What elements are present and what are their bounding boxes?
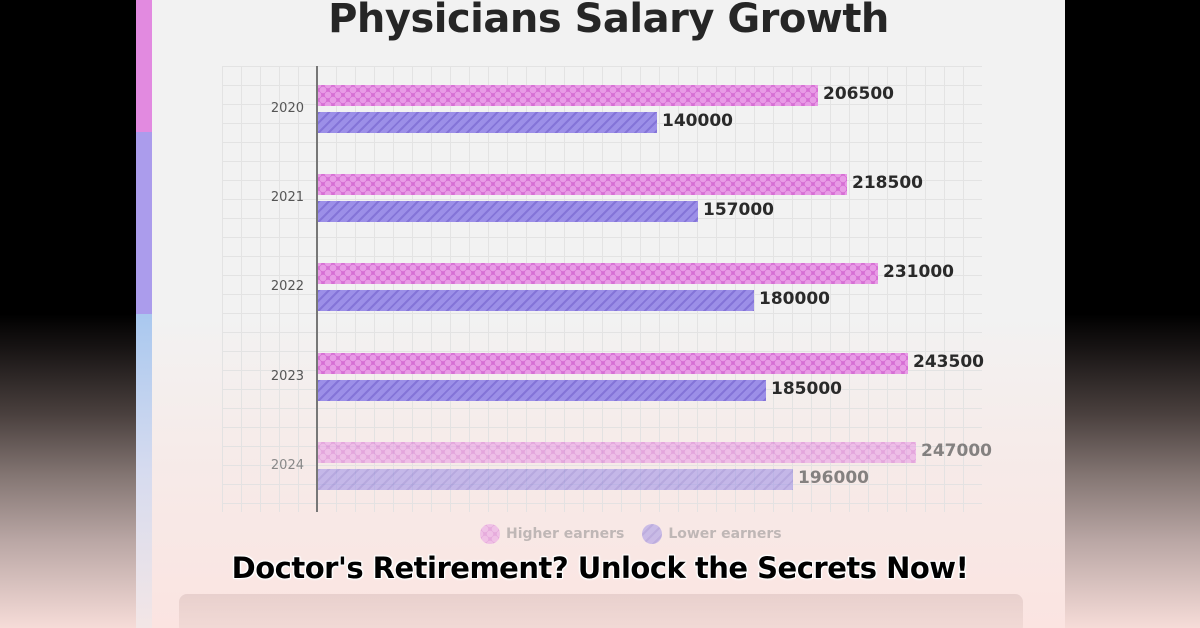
bar-higher-2023 — [318, 353, 908, 374]
chart-grid — [222, 66, 982, 512]
bar-lower-2022 — [318, 290, 754, 311]
bar-lower-2021 — [318, 201, 698, 222]
bar-lower-2023 — [318, 380, 766, 401]
bottom-panel — [179, 594, 1023, 628]
bar-higher-2021 — [318, 174, 847, 195]
headline-caption: Doctor's Retirement? Unlock the Secrets … — [231, 551, 969, 585]
legend-label: Higher earners — [506, 526, 625, 542]
value-label: 157000 — [703, 200, 774, 220]
value-label: 231000 — [883, 262, 954, 282]
value-label: 247000 — [921, 441, 992, 461]
bar-higher-2024 — [318, 442, 916, 463]
accent-stripe-purple — [136, 132, 152, 314]
bar-higher-2020 — [318, 85, 818, 106]
value-label: 206500 — [823, 84, 894, 104]
stripes-swatch-icon — [642, 524, 663, 544]
bar-lower-2020 — [318, 112, 657, 133]
legend-label: Lower earners — [668, 526, 782, 542]
legend-item-lower: Lower earners — [642, 524, 782, 544]
y-axis-line — [316, 66, 318, 512]
value-label: 196000 — [798, 468, 869, 488]
bar-higher-2022 — [318, 263, 878, 284]
y-tick-label: 2024 — [270, 458, 304, 473]
y-tick-label: 2023 — [270, 369, 304, 384]
accent-stripe-pink — [136, 0, 152, 132]
value-label: 218500 — [852, 173, 923, 193]
dots-swatch-icon — [480, 524, 500, 544]
value-label: 185000 — [771, 379, 842, 399]
y-tick-label: 2021 — [270, 190, 304, 205]
accent-stripe-blue — [136, 314, 152, 628]
y-tick-label: 2020 — [270, 101, 304, 116]
y-tick-label: 2022 — [270, 279, 304, 294]
value-label: 140000 — [662, 111, 733, 131]
chart-title: Physicians Salary Growth — [328, 0, 889, 42]
value-label: 243500 — [913, 352, 984, 372]
value-label: 180000 — [759, 289, 830, 309]
bar-lower-2024 — [318, 469, 793, 490]
legend-item-higher: Higher earners — [480, 524, 624, 544]
chart-legend: Higher earners Lower earners — [480, 524, 782, 544]
